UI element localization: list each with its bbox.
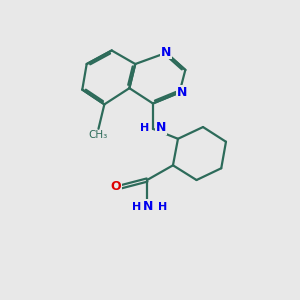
Text: H: H bbox=[158, 202, 167, 212]
Text: N: N bbox=[143, 200, 154, 213]
Text: N: N bbox=[161, 46, 171, 59]
Text: H: H bbox=[140, 123, 149, 133]
Text: CH₃: CH₃ bbox=[89, 130, 108, 140]
Text: H: H bbox=[132, 202, 141, 212]
Text: O: O bbox=[111, 180, 122, 193]
Text: N: N bbox=[156, 121, 166, 134]
Text: N: N bbox=[177, 86, 187, 99]
